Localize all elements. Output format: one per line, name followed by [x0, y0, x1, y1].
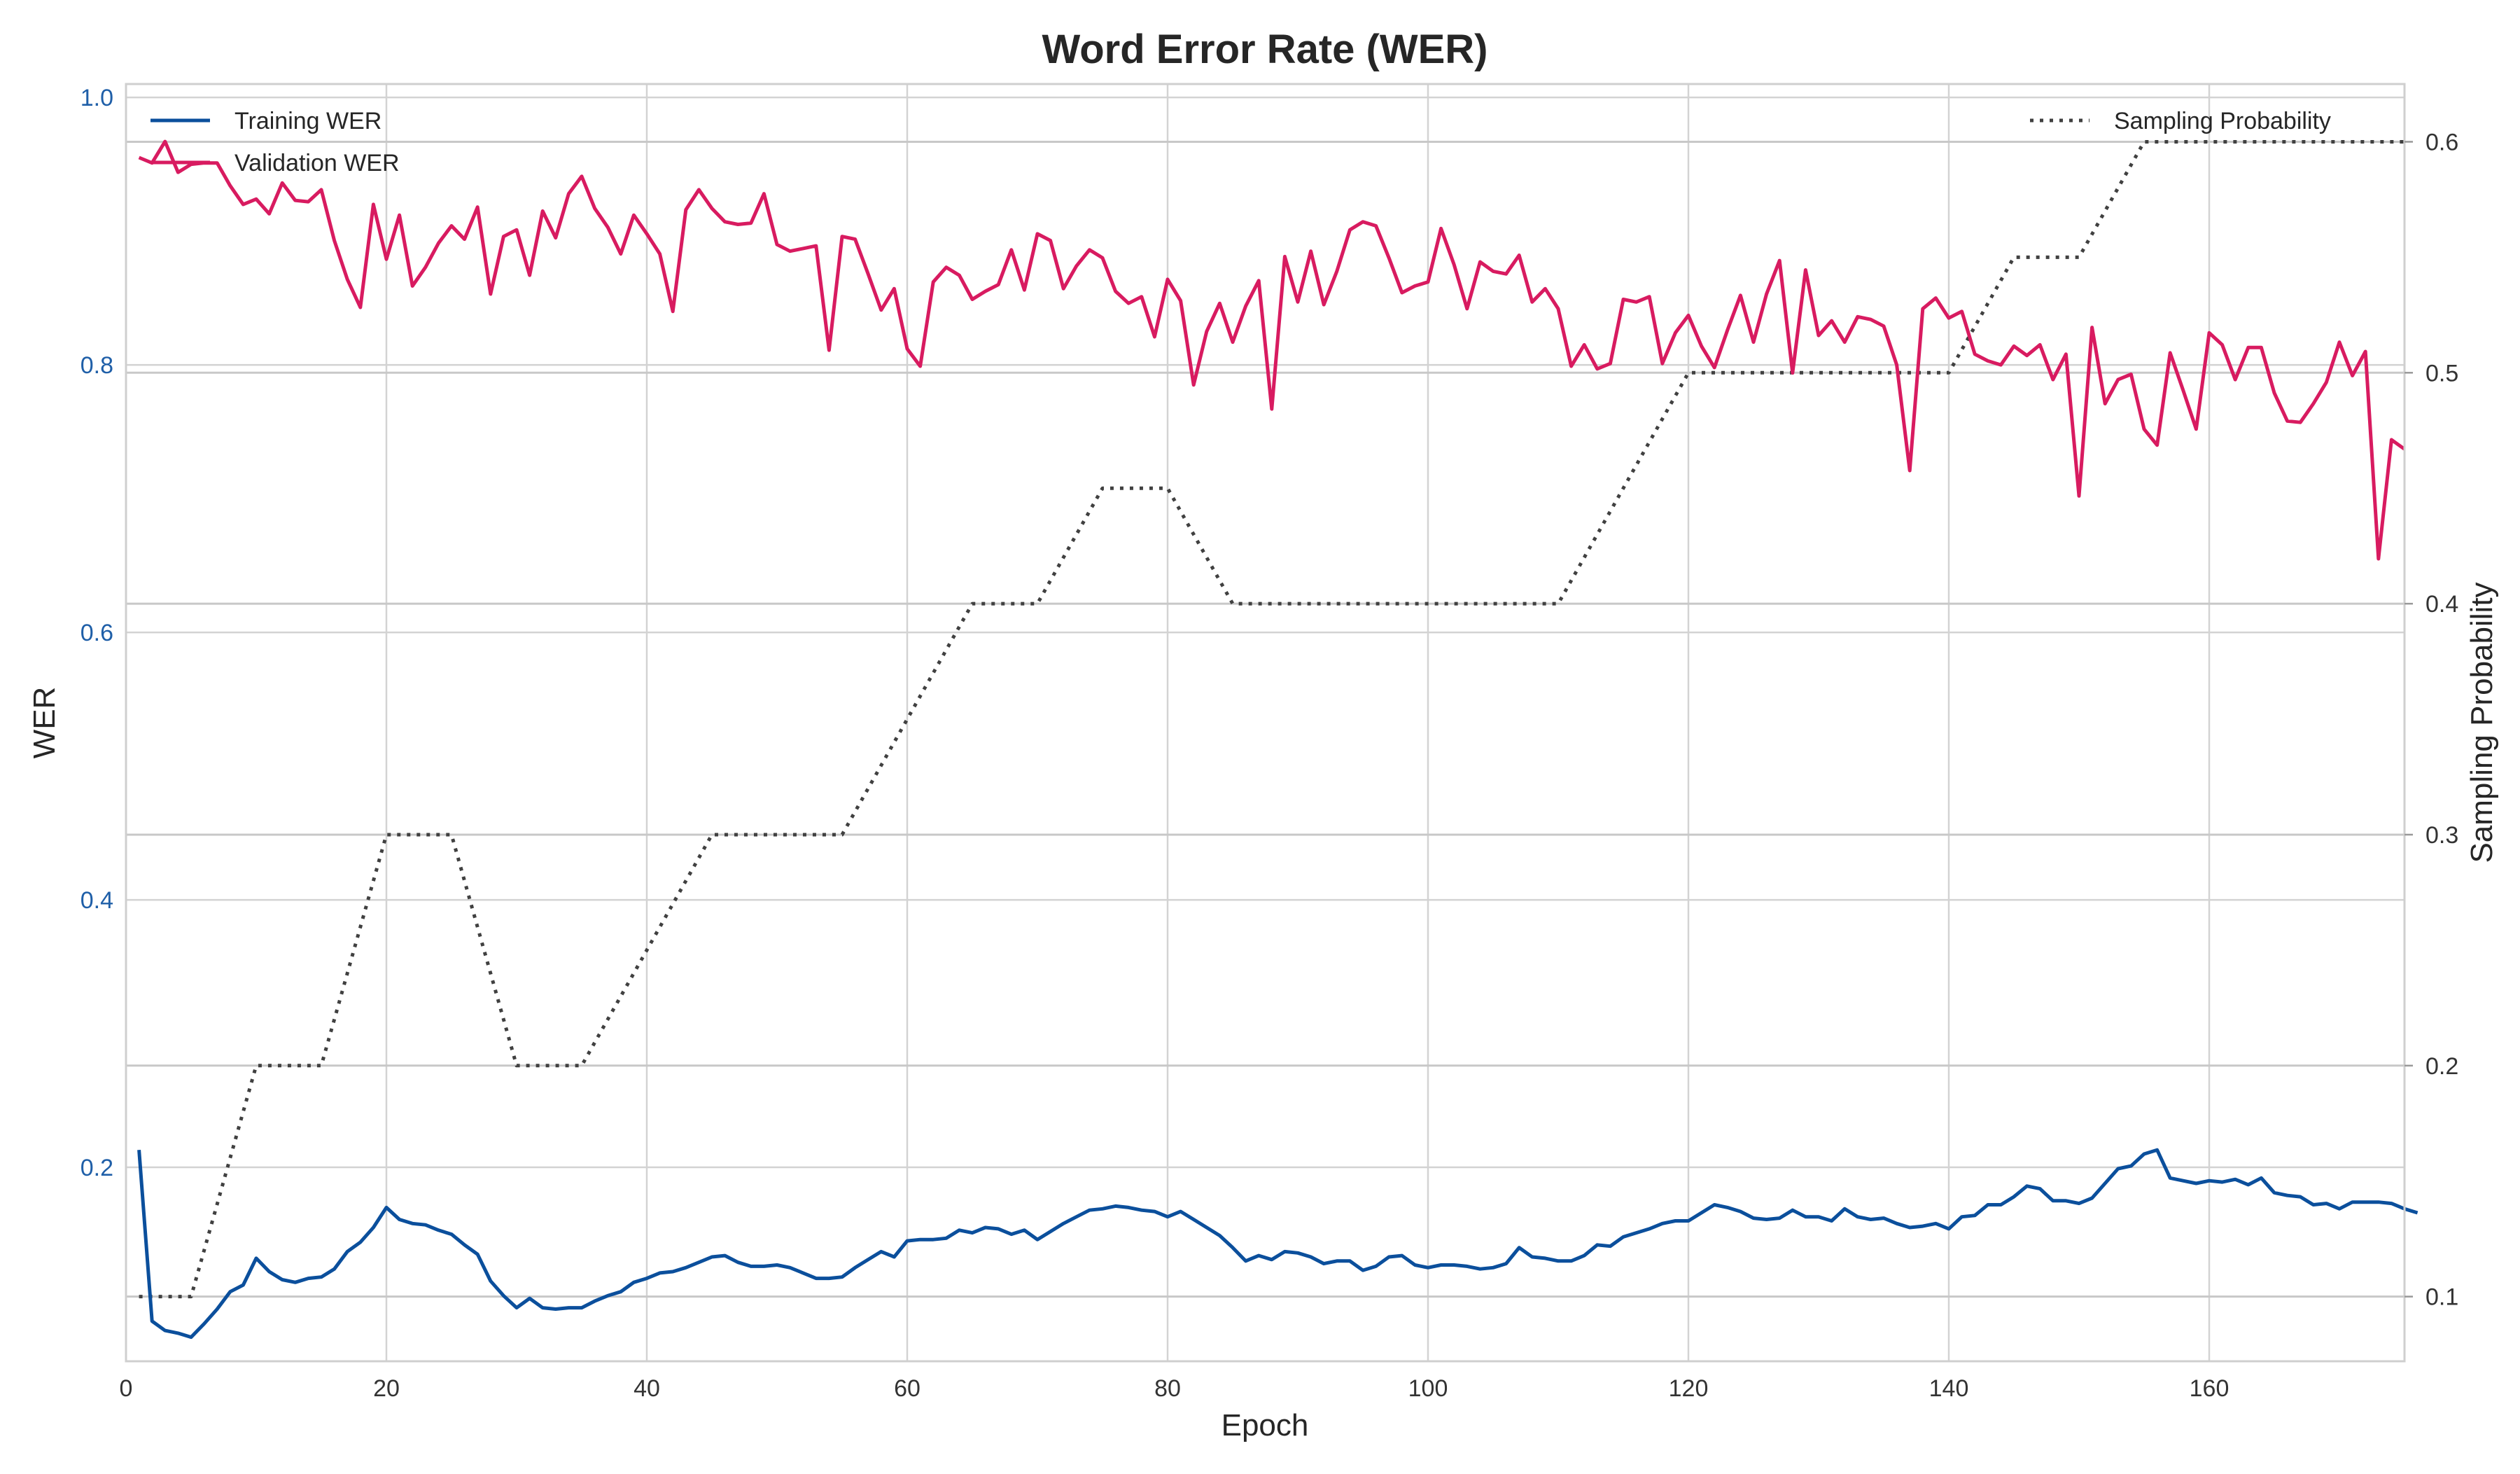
x-tick-label: 80	[1154, 1375, 1181, 1402]
y2-axis-label: Sampling Probability	[2465, 582, 2499, 863]
y-axis-label: WER	[27, 687, 62, 759]
y2-tick-label: 0.4	[2426, 591, 2458, 618]
y2-tick-label: 0.5	[2426, 360, 2458, 387]
plot-frame	[125, 83, 2406, 1363]
legend-training-label: Training WER	[234, 108, 382, 134]
y-tick-label: 0.8	[80, 352, 113, 379]
x-tick-label: 60	[894, 1375, 920, 1402]
legend-sampling-label: Sampling Probability	[2114, 108, 2331, 134]
x-tick-label: 20	[373, 1375, 400, 1402]
x-tick-label: 40	[634, 1375, 660, 1402]
legend-right: Sampling Probability	[2030, 108, 2331, 134]
validation-wer-line	[138, 139, 2406, 561]
x-tick-label: 140	[1929, 1375, 1969, 1402]
ticks: 0 20 40 60 80 100 120 140 160 0.2 0.4 0.6 0.8 1.0 0.1 0…	[80, 85, 2459, 1402]
training-wer-line	[137, 1148, 2418, 1340]
y-tick-label: 0.2	[80, 1155, 113, 1181]
x-tick-label: 100	[1408, 1375, 1448, 1402]
y2-tick-label: 0.3	[2426, 822, 2458, 849]
legend-left: Training WER Validation WER	[150, 108, 400, 176]
y2-tick-label: 0.6	[2426, 129, 2458, 155]
y2-tick-label: 0.2	[2426, 1053, 2458, 1080]
chart-title: Word Error Rate (WER)	[1042, 27, 1488, 72]
grid	[125, 84, 2404, 1361]
y2-tick-label: 0.1	[2426, 1284, 2458, 1311]
series-layer	[137, 139, 2418, 1340]
legend-validation-label: Validation WER	[234, 150, 400, 176]
y-tick-label: 0.6	[80, 620, 113, 646]
x-tick-label: 0	[120, 1375, 133, 1402]
y-tick-label: 1.0	[80, 85, 113, 111]
x-tick-label: 160	[2190, 1375, 2230, 1402]
y-tick-label: 0.4	[80, 887, 113, 914]
x-axis-label: Epoch	[1222, 1408, 1309, 1442]
x-tick-label: 120	[1669, 1375, 1709, 1402]
